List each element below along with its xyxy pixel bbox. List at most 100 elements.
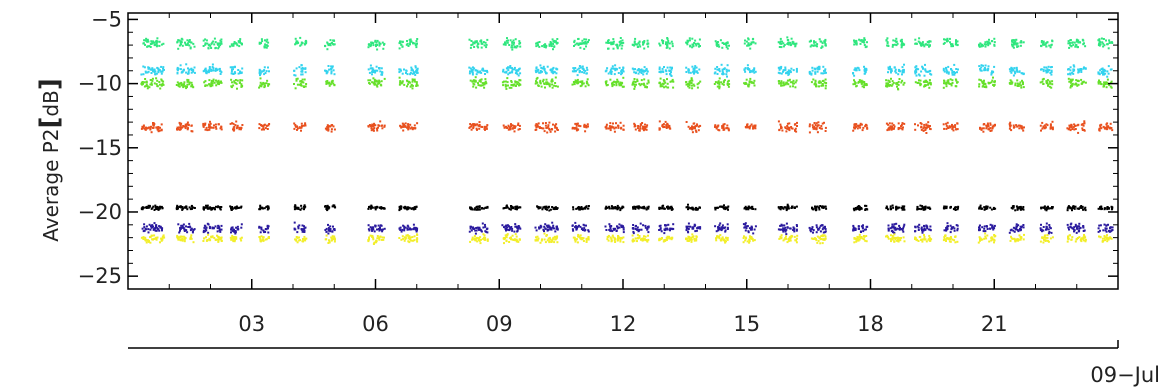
data-point xyxy=(1067,128,1070,131)
data-point xyxy=(1043,207,1046,209)
data-point xyxy=(477,227,480,230)
data-point xyxy=(721,70,724,73)
data-point xyxy=(380,124,383,127)
data-point xyxy=(1070,207,1073,210)
data-point xyxy=(1020,126,1023,129)
data-point xyxy=(745,208,748,211)
data-point xyxy=(897,80,900,83)
data-point xyxy=(721,46,724,49)
data-point xyxy=(718,85,721,88)
data-point xyxy=(1083,120,1086,123)
data-point xyxy=(475,40,477,43)
data-point xyxy=(853,39,855,42)
data-point xyxy=(861,40,864,43)
data-point xyxy=(865,124,868,127)
data-point xyxy=(665,70,668,73)
data-point xyxy=(983,208,986,211)
data-point xyxy=(1075,38,1078,41)
data-point xyxy=(902,126,904,129)
data-point xyxy=(920,70,923,73)
data-point xyxy=(240,85,243,88)
data-point xyxy=(369,79,372,82)
data-point xyxy=(716,81,719,84)
data-point xyxy=(665,125,668,128)
data-point xyxy=(662,42,664,45)
data-point xyxy=(988,41,991,44)
data-point xyxy=(890,77,892,80)
data-point xyxy=(696,123,698,126)
data-point xyxy=(1083,207,1086,210)
data-point xyxy=(573,45,575,47)
data-point xyxy=(478,226,481,229)
data-point xyxy=(914,81,917,84)
data-point xyxy=(925,80,928,83)
data-point xyxy=(234,81,237,84)
data-point xyxy=(294,124,297,126)
data-point xyxy=(606,67,609,70)
y-axis-title-prefix: Average P2 xyxy=(39,128,63,241)
data-point xyxy=(551,226,554,229)
data-point xyxy=(474,232,477,235)
data-point xyxy=(152,40,155,43)
data-point xyxy=(994,123,996,126)
data-point xyxy=(786,226,789,229)
data-point xyxy=(405,72,407,74)
data-point xyxy=(814,124,817,126)
data-point xyxy=(575,207,578,210)
data-point xyxy=(859,208,862,211)
data-point xyxy=(1039,124,1042,127)
data-point xyxy=(374,224,377,227)
data-point xyxy=(572,208,575,211)
data-point xyxy=(1049,82,1052,85)
data-point xyxy=(919,42,922,45)
data-point xyxy=(183,81,186,84)
data-point xyxy=(152,124,155,127)
data-point xyxy=(647,79,650,82)
data-point xyxy=(142,65,145,68)
data-point xyxy=(621,85,624,88)
data-point xyxy=(1081,127,1084,130)
data-point xyxy=(691,79,694,82)
data-point xyxy=(263,84,266,87)
data-point xyxy=(180,206,182,209)
data-point xyxy=(231,226,234,229)
data-point xyxy=(1071,209,1073,212)
data-point xyxy=(186,43,189,46)
data-point xyxy=(1015,124,1018,127)
data-point xyxy=(157,126,160,128)
data-point xyxy=(608,207,611,210)
data-point xyxy=(177,83,180,86)
data-point xyxy=(1009,70,1012,73)
data-point xyxy=(860,82,863,85)
data-point xyxy=(664,85,667,88)
data-point xyxy=(158,81,161,83)
data-point xyxy=(633,83,636,86)
data-point xyxy=(469,67,472,70)
data-point xyxy=(927,125,930,128)
data-point xyxy=(983,225,986,228)
data-point xyxy=(1072,228,1075,230)
data-point xyxy=(1076,46,1079,49)
data-point xyxy=(485,125,488,128)
data-point xyxy=(950,228,953,231)
data-point xyxy=(744,222,747,225)
data-point xyxy=(954,78,957,81)
data-point xyxy=(952,126,954,129)
data-point xyxy=(786,127,789,130)
data-point xyxy=(1097,71,1100,74)
data-point xyxy=(1104,227,1107,230)
data-point xyxy=(551,206,554,208)
data-point xyxy=(381,73,384,76)
data-point xyxy=(297,206,300,209)
data-point xyxy=(825,71,827,74)
data-point xyxy=(158,225,161,228)
data-point xyxy=(577,128,580,131)
data-point xyxy=(863,86,865,89)
data-point xyxy=(902,206,905,209)
data-point xyxy=(202,206,205,209)
data-point xyxy=(376,205,378,208)
data-point xyxy=(501,224,504,227)
data-point xyxy=(642,224,645,227)
data-point xyxy=(367,46,370,49)
data-point xyxy=(951,128,954,131)
